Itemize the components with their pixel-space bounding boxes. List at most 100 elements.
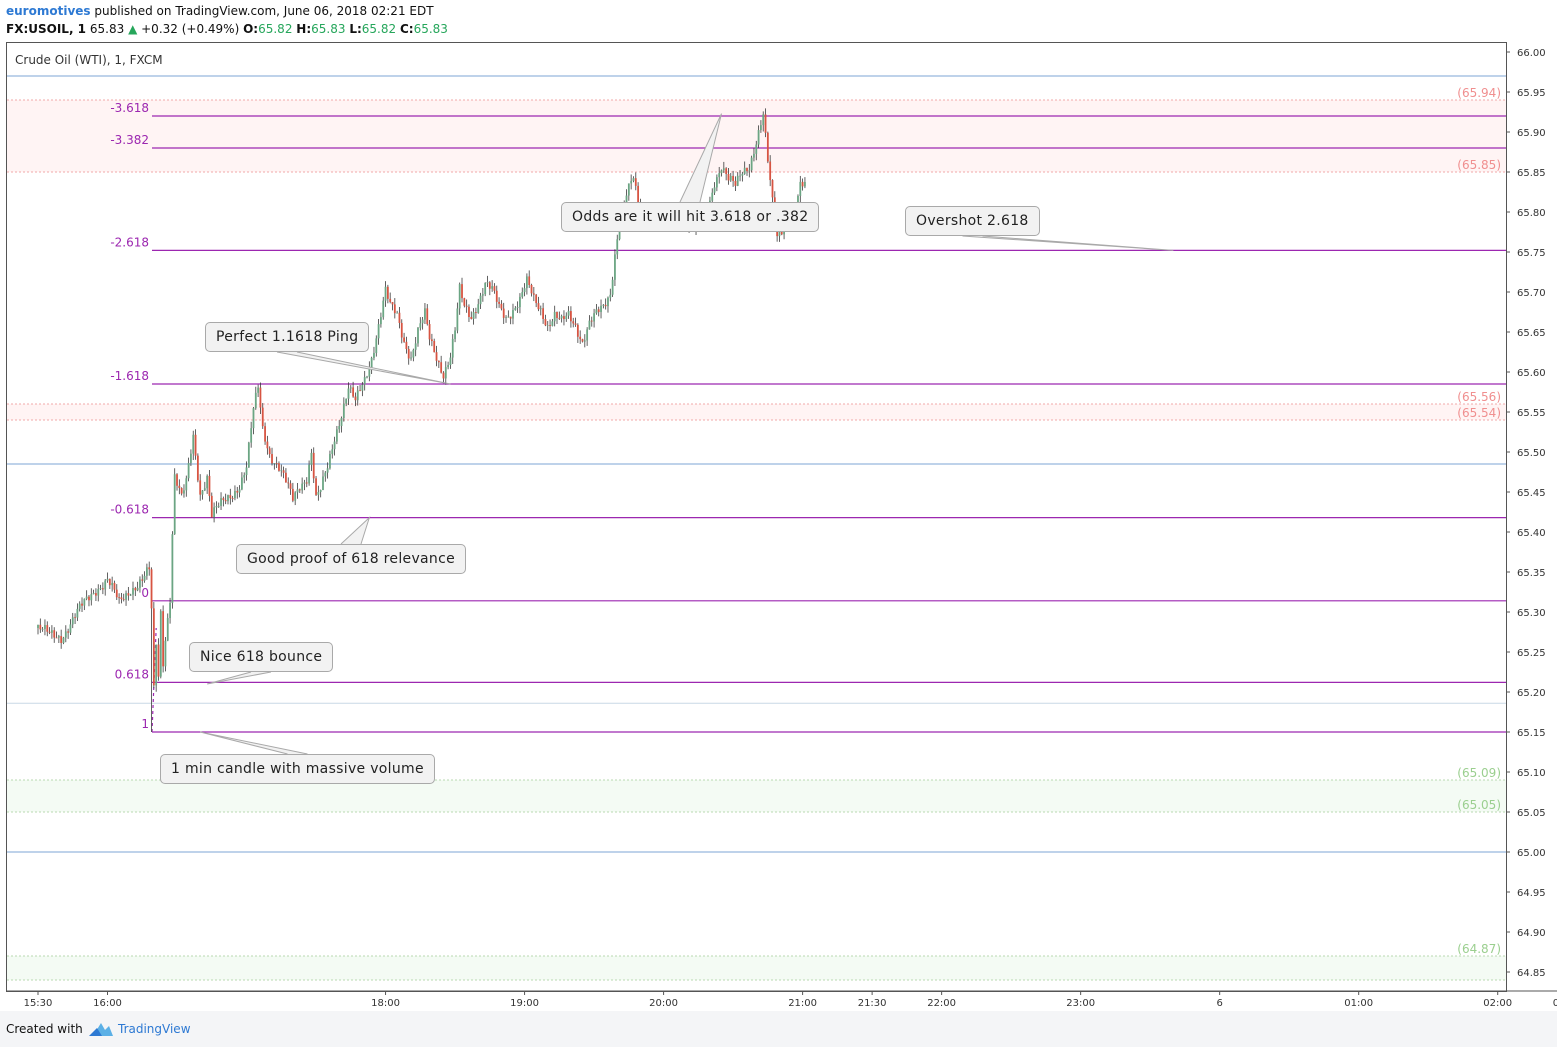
- y-tick-label: 65.45: [1517, 488, 1546, 499]
- price-chart[interactable]: 1 0.618 0 -0.618 -1.618 -2.618 -3.382 -3.618 66.…: [0, 40, 1557, 1011]
- candle: [597, 309, 600, 313]
- tradingview-brand-link[interactable]: TradingView: [118, 1022, 191, 1036]
- candle: [521, 292, 524, 297]
- candle: [488, 282, 491, 289]
- change-up-icon: ▲: [128, 22, 138, 36]
- candle: [505, 317, 507, 318]
- zone-support-3: [7, 956, 1506, 980]
- x-tick-label: 21:00: [788, 998, 817, 1009]
- annotation-callout[interactable]: Perfect 1.1618 Ping: [205, 322, 370, 352]
- candle: [303, 482, 306, 484]
- candle: [507, 316, 510, 318]
- candle: [356, 390, 359, 401]
- candle: [296, 489, 299, 493]
- candle: [210, 495, 213, 518]
- candle: [743, 167, 746, 174]
- candle: [301, 483, 304, 491]
- candle: [565, 315, 568, 320]
- candle: [171, 534, 174, 603]
- candle: [433, 340, 436, 353]
- candle: [553, 311, 556, 322]
- candle: [495, 290, 498, 302]
- y-tick-label: 65.90: [1517, 128, 1546, 139]
- tradingview-cloud-icon[interactable]: [88, 1020, 114, 1038]
- candle: [222, 498, 225, 501]
- candle: [373, 352, 375, 358]
- candle: [426, 308, 429, 325]
- candle: [324, 472, 327, 477]
- annotation-callout[interactable]: Odds are it will hit 3.618 or .382: [561, 202, 820, 232]
- candle: [519, 296, 521, 308]
- candle: [403, 337, 405, 342]
- candle: [187, 462, 190, 479]
- candle: [238, 489, 241, 493]
- candle: [169, 602, 171, 619]
- x-tick-label: 20:00: [649, 998, 678, 1009]
- y-tick-label: 64.95: [1517, 888, 1546, 899]
- y-tick-label: 65.75: [1517, 248, 1546, 259]
- candle: [595, 309, 598, 314]
- x-tick-label: 01:00: [1344, 998, 1373, 1009]
- candle: [366, 376, 368, 378]
- candle: [463, 298, 466, 306]
- candle: [421, 319, 424, 324]
- candle: [713, 187, 716, 193]
- candle: [461, 284, 463, 299]
- y-tick-label: 65.40: [1517, 528, 1546, 539]
- annotation-callout[interactable]: Good proof of 618 relevance: [236, 544, 466, 574]
- candle: [542, 308, 545, 320]
- candle: [275, 463, 278, 464]
- candle: [732, 175, 734, 181]
- candle: [76, 608, 79, 618]
- candle: [104, 580, 107, 590]
- y-tick-label: 65.10: [1517, 768, 1546, 779]
- chart-area[interactable]: 1 0.618 0 -0.618 -1.618 -2.618 -3.382 -3.618 66.…: [0, 40, 1557, 1015]
- candle: [349, 387, 352, 389]
- candle: [771, 180, 774, 198]
- candle: [588, 320, 591, 330]
- candle: [386, 286, 389, 299]
- candle: [454, 330, 456, 339]
- candle: [748, 170, 751, 172]
- candle: [632, 178, 635, 181]
- candle: [95, 593, 97, 596]
- candle: [67, 631, 70, 633]
- candle: [746, 167, 748, 172]
- candle: [298, 489, 301, 491]
- candle: [780, 231, 783, 235]
- candle: [458, 284, 461, 309]
- candle: [546, 325, 549, 326]
- candle: [99, 588, 102, 590]
- candle: [176, 474, 178, 486]
- candle: [41, 628, 44, 630]
- publish-info: euromotives published on TradingView.com…: [6, 4, 434, 18]
- author-link[interactable]: euromotives: [6, 4, 91, 18]
- candle: [252, 408, 255, 429]
- x-tick-label: 21:30: [858, 998, 887, 1009]
- y-tick-label: 65.15: [1517, 728, 1546, 739]
- candle: [384, 286, 387, 301]
- candle: [715, 177, 718, 188]
- candle: [101, 588, 104, 590]
- candle: [769, 161, 772, 181]
- candle: [157, 644, 160, 677]
- candle: [762, 114, 765, 126]
- candle: [512, 310, 514, 319]
- annotation-callout[interactable]: Nice 618 bounce: [189, 642, 334, 672]
- annotation-callout[interactable]: Overshot 2.618: [905, 206, 1040, 236]
- chart-header: euromotives published on TradingView.com…: [0, 0, 1557, 40]
- candle: [236, 490, 239, 493]
- annotation-callout[interactable]: 1 min candle with massive volume: [160, 754, 435, 784]
- candle: [481, 294, 484, 296]
- fib-level-label: 0: [141, 586, 149, 600]
- candle: [264, 426, 266, 442]
- candle: [428, 324, 431, 340]
- price-label: (65.54): [1457, 406, 1501, 420]
- price-change: +0.32 (+0.49%): [141, 22, 240, 36]
- candle: [766, 132, 769, 162]
- candle: [278, 463, 280, 471]
- candle: [734, 180, 737, 186]
- candle: [509, 316, 512, 319]
- candle: [44, 625, 46, 629]
- candle: [199, 480, 202, 495]
